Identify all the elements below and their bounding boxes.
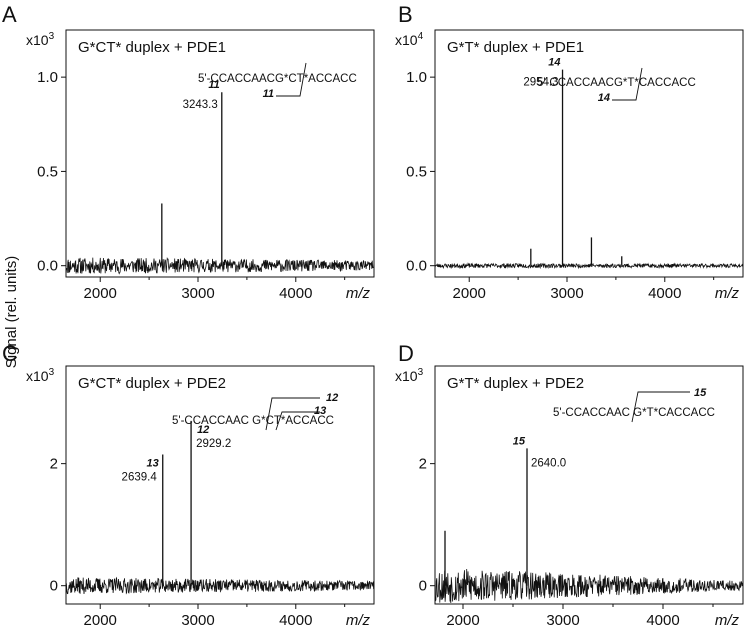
- y-multiplier: x103: [26, 31, 55, 48]
- sequence-cut-label: 14: [598, 92, 610, 104]
- plot-frame: [65, 365, 375, 605]
- peak-label: 2639.4: [122, 471, 158, 483]
- peak-cut-label: 15: [513, 435, 526, 447]
- x-axis-label: m/z: [346, 612, 371, 625]
- sequence-cut-label: 13: [314, 405, 326, 417]
- peak-label: 2640.0: [531, 457, 566, 469]
- x-tick-label: 4000: [648, 285, 681, 302]
- y-tick-label: 0: [50, 578, 58, 595]
- x-tick-label: 2000: [84, 285, 117, 302]
- panel-title: G*CT* duplex + PDE1: [78, 39, 226, 56]
- noise-trace: [65, 576, 375, 595]
- panel-letter: B: [398, 2, 413, 27]
- y-tick-label: 0.5: [406, 163, 427, 180]
- x-tick-label: 4000: [646, 612, 679, 625]
- y-axis-label: Signal (rel. units): [3, 256, 20, 369]
- panel-letter: A: [2, 2, 17, 27]
- x-axis-label: m/z: [715, 285, 740, 302]
- cleavage-bracket-inner: [275, 411, 320, 431]
- cleavage-bracket: [276, 62, 307, 97]
- sequence-text: 5'-CCACCAACG*T*CACCACC: [537, 77, 696, 89]
- y-tick-label: 2: [50, 456, 58, 473]
- panel-letter: D: [398, 341, 414, 366]
- sequence-text: 5'-CCACCAAC G*CT*ACCACC: [172, 415, 334, 427]
- y-tick-label: 2: [419, 456, 427, 473]
- x-tick-label: 4000: [279, 612, 312, 625]
- y-multiplier: x104: [395, 31, 424, 48]
- sequence-cut-label: 11: [263, 88, 274, 100]
- noise-trace: [434, 262, 744, 270]
- x-tick-label: 3000: [546, 612, 579, 625]
- noise-trace: [434, 568, 744, 604]
- peak-cut-label: 14: [548, 57, 560, 69]
- y-tick-label: 0: [419, 578, 427, 595]
- peak-label: 3243.3: [183, 99, 218, 111]
- noise-trace: [65, 256, 375, 275]
- sequence-text: 5'-CCACCAACG*CT*ACCACC: [198, 73, 357, 85]
- sequence-cut-label: 12: [326, 392, 338, 404]
- sequence-cut-label: 15: [694, 387, 707, 399]
- x-tick-label: 2000: [453, 285, 486, 302]
- x-tick-label: 3000: [181, 612, 214, 625]
- y-tick-label: 1.0: [406, 69, 427, 86]
- x-tick-label: 3000: [550, 285, 583, 302]
- peak-label: 2954.3: [523, 77, 558, 89]
- x-tick-label: 3000: [181, 285, 214, 302]
- peak-cut-label: 12: [197, 424, 209, 436]
- panel-title: G*CT* duplex + PDE2: [78, 375, 226, 392]
- cleavage-bracket-outer: [265, 397, 320, 431]
- peak-cut-label: 13: [146, 457, 158, 469]
- y-multiplier: x103: [395, 367, 424, 384]
- panel-title: G*T* duplex + PDE1: [447, 39, 584, 56]
- panel-title: G*T* duplex + PDE2: [447, 375, 584, 392]
- x-axis-label: m/z: [346, 285, 371, 302]
- cleavage-bracket: [612, 67, 643, 101]
- y-tick-label: 0.5: [37, 163, 58, 180]
- x-tick-label: 2000: [446, 612, 479, 625]
- peak-label: 2929.2: [196, 438, 231, 450]
- plot-frame: [434, 365, 744, 605]
- panel-letter: C: [2, 341, 18, 366]
- y-tick-label: 1.0: [37, 69, 58, 86]
- x-axis-label: m/z: [715, 612, 740, 625]
- cleavage-bracket: [631, 391, 690, 423]
- y-tick-label: 0.0: [37, 258, 58, 275]
- plot-frame: [434, 29, 744, 278]
- y-multiplier: x103: [26, 367, 55, 384]
- plot-frame: [65, 29, 375, 278]
- x-tick-label: 2000: [84, 612, 117, 625]
- peak-cut-label: 11: [208, 79, 219, 91]
- x-tick-label: 4000: [279, 285, 312, 302]
- y-tick-label: 0.0: [406, 258, 427, 275]
